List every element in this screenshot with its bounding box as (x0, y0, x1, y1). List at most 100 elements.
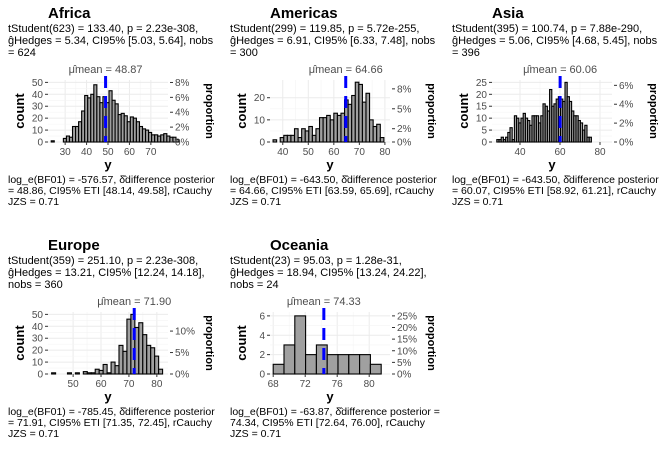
y-right-axis-label: proportion (647, 83, 659, 139)
panel-caption-line: log_e(BF01) = -576.57, δ̂difference post… (8, 174, 215, 186)
y-right-tick-label: 10% (175, 327, 195, 338)
x-tick-label: 80 (151, 379, 163, 390)
panel-subtitle-line: tStudent(299) = 119.85, p = 5.72e-255, (230, 23, 419, 35)
panel-caption-line: = 60.07, CI95% ETI [58.92, 61.21], rCauc… (452, 185, 657, 197)
y-tick-label: 40 (32, 90, 44, 101)
y-tick-label: 0 (259, 138, 265, 149)
histogram-bar (50, 140, 55, 143)
histogram-bar (584, 124, 588, 143)
panel-caption-line: log_e(BF01) = -785.45, δ̂difference post… (8, 406, 215, 418)
panel-title: Asia (492, 5, 524, 22)
y-tick-label: 0 (259, 370, 265, 381)
y-axis-label: count (456, 93, 471, 129)
histogram-bar (293, 128, 299, 143)
y-axis-label: count (234, 325, 249, 361)
panel-subtitle-line: ĝHedges = 6.91, CI95% [6.33, 7.48], nobs (230, 35, 436, 47)
panel-subtitle-line: ĝHedges = 13.21, CI95% [12.24, 14.18], (8, 267, 205, 279)
x-axis-label: y (326, 157, 334, 172)
panel-title: Africa (48, 5, 91, 22)
panel-caption-line: log_e(BF01) = -643.50, δ̂difference post… (452, 174, 659, 186)
panel-subtitle-line: tStudent(359) = 251.10, p = 2.23e-308, (8, 255, 198, 267)
x-tick-label: 70 (354, 147, 366, 158)
panel-caption-line: log_e(BF01) = -63.87, δ̂difference poste… (230, 406, 440, 418)
y-right-tick-label: 5% (397, 104, 412, 115)
histogram-bar (272, 139, 278, 143)
panel-subtitle-line: = 396 (452, 47, 480, 59)
y-right-tick-label: 4% (619, 100, 634, 111)
y-tick-label: 2 (259, 350, 265, 361)
y-axis-label: count (12, 325, 27, 361)
y-tick-label: 30 (32, 102, 44, 113)
panel-caption-line: = 71.91, CI95% ETI [71.35, 72.45], rCauc… (8, 417, 213, 429)
panel-caption-line: log_e(BF01) = -643.50, δ̂difference post… (230, 174, 437, 186)
y-tick-label: 40 (32, 322, 44, 333)
panel-title: Oceania (270, 237, 329, 254)
x-tick-label: 80 (364, 379, 376, 390)
x-tick-label: 40 (277, 147, 289, 158)
panel-subtitle-line: = 624 (8, 47, 36, 59)
histogram-bar (138, 322, 144, 375)
panel-caption-line: = 64.66, CI95% ETI [63.59, 65.69], rCauc… (230, 185, 435, 197)
y-axis-label: count (234, 93, 249, 129)
x-tick-label: 80 (379, 147, 391, 158)
y-right-tick-label: 6% (175, 93, 190, 104)
panel-subtitle-line: ĝHedges = 5.06, CI95% [4.68, 5.45], nobs (452, 35, 658, 47)
histogram-bar (86, 372, 92, 375)
histogram-bar (315, 344, 328, 375)
panel-title: Europe (48, 237, 100, 254)
y-tick-label: 20 (476, 90, 488, 101)
y-tick-label: 0 (37, 138, 43, 149)
histogram-bar (106, 372, 112, 375)
y-right-axis-label: proportion (203, 83, 215, 139)
y-right-tick-label: 0% (619, 138, 634, 149)
y-right-tick-label: 0% (397, 370, 412, 381)
x-tick-label: 50 (102, 147, 114, 158)
y-right-axis-label: proportion (425, 83, 437, 139)
x-tick-label: 80 (594, 147, 606, 158)
x-tick-label: 50 (68, 379, 80, 390)
mean-label: μ̂mean = 60.06 (523, 64, 597, 76)
y-tick-label: 20 (254, 93, 266, 104)
histogram-bar (51, 372, 57, 375)
panel-subtitle-line: tStudent(623) = 133.40, p = 2.23e-308, (8, 23, 198, 35)
x-axis-label: y (104, 389, 112, 404)
x-tick-label: 40 (514, 147, 526, 158)
y-tick-label: 0 (481, 138, 487, 149)
mean-label: μ̂mean = 74.33 (287, 296, 361, 308)
panel-subtitle-line: tStudent(395) = 100.74, p = 7.88e-290, (452, 23, 642, 35)
x-axis-label: y (326, 389, 334, 404)
histogram-bar (150, 347, 156, 375)
y-right-tick-label: 8% (175, 78, 190, 89)
panel-subtitle: tStudent(395) = 100.74, p = 7.88e-290, ĝH… (452, 23, 658, 59)
y-tick-label: 50 (32, 78, 44, 89)
panel-subtitle-line: nobs = 24 (230, 279, 279, 291)
histogram-bar (376, 123, 381, 143)
histogram-bar (359, 354, 371, 375)
histogram-bar (110, 361, 116, 375)
y-tick-label: 0 (37, 370, 43, 381)
panel-subtitle-line: = 300 (230, 47, 258, 59)
panel-caption-line: 74.34, CI95% ETI [72.64, 76.00], rCauchy (230, 417, 426, 429)
x-axis-label: y (548, 157, 556, 172)
y-tick-label: 20 (32, 346, 44, 357)
panel-subtitle-line: ĝHedges = 5.34, CI95% [5.03, 5.64], nobs (8, 35, 214, 47)
histogram-bar (369, 363, 382, 375)
y-tick-label: 25 (476, 78, 488, 89)
histogram-bar (146, 344, 152, 375)
panel-subtitle: tStudent(623) = 133.40, p = 2.23e-308, ĝH… (8, 23, 214, 59)
x-tick-label: 60 (124, 147, 136, 158)
y-right-tick-label: 4% (175, 108, 190, 119)
histogram-bar (272, 363, 285, 375)
y-tick-label: 6 (259, 311, 265, 322)
x-tick-label: 70 (145, 147, 157, 158)
histogram-bar (102, 363, 108, 375)
x-tick-label: 60 (95, 379, 107, 390)
panel-subtitle: tStudent(359) = 251.10, p = 2.23e-308, ĝH… (8, 255, 205, 291)
panel-caption: log_e(BF01) = -63.87, δ̂difference poste… (230, 406, 440, 440)
mean-label: μ̂mean = 64.66 (309, 64, 383, 76)
y-tick-label: 20 (32, 114, 44, 125)
panel-subtitle: tStudent(299) = 119.85, p = 5.72e-255, ĝH… (230, 23, 436, 59)
histogram-bar (126, 318, 132, 375)
